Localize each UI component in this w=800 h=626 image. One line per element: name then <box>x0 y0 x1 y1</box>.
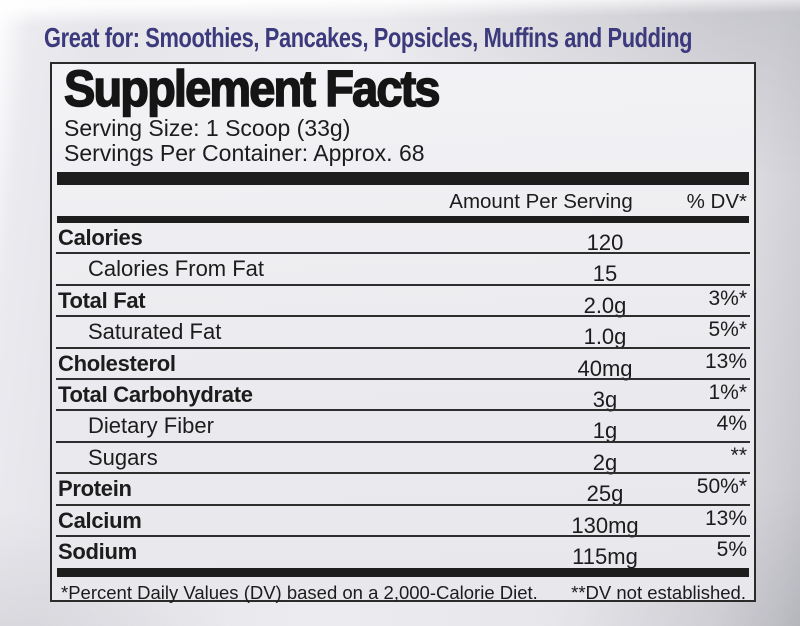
nutrient-row-cholesterol: Cholesterol 40mg 13% <box>52 349 754 381</box>
footnote-row: *Percent Daily Values (DV) based on a 2,… <box>52 577 754 604</box>
nutrient-dv: 13% <box>704 506 747 530</box>
nutrient-amount: 2g <box>592 449 618 475</box>
divider-bar-medium <box>57 216 749 223</box>
nutrient-label: Total Carbohydrate <box>58 381 253 407</box>
nutrient-dv: 3%* <box>708 286 747 310</box>
nutrient-row-saturated-fat: Saturated Fat 1.0g 5%* <box>52 317 754 350</box>
nutrient-label: Saturated Fat <box>88 319 222 345</box>
nutrient-row-dietary-fiber: Dietary Fiber 1g 4% <box>52 411 754 444</box>
nutrient-label: Protein <box>58 476 132 502</box>
dv-footnote: *Percent Daily Values (DV) based on a 2,… <box>61 582 538 604</box>
not-established-footnote: **DV not established. <box>571 582 746 604</box>
nutrient-row-sugars: Sugars 2g ** <box>52 443 754 475</box>
nutrient-row-sodium: Sodium 115mg 5% <box>52 537 754 569</box>
nutrient-row-total-fat: Total Fat 2.0g 3%* <box>52 286 754 318</box>
nutrient-amount: 40mg <box>577 355 633 381</box>
servings-per-container: Servings Per Container: Approx. 68 <box>64 140 425 166</box>
nutrient-dv: 5%* <box>708 318 747 342</box>
nutrient-label: Calcium <box>58 507 142 533</box>
nutrient-label: Sugars <box>88 444 158 470</box>
amount-per-serving-header: Amount Per Serving <box>449 190 633 213</box>
divider-bar-thick-bottom <box>57 568 749 578</box>
nutrient-row-calories: Calories 120 <box>52 223 754 255</box>
nutrient-dv: 4% <box>716 412 747 436</box>
nutrient-label: Sodium <box>58 538 137 564</box>
nutrient-label: Total Fat <box>58 287 146 313</box>
nutrient-amount: 1.0g <box>583 324 627 350</box>
nutrient-dv: 1%* <box>708 380 747 404</box>
nutrient-row-protein: Protein 25g 50%* <box>52 474 754 507</box>
nutrient-dv: 13% <box>704 349 747 373</box>
nutrient-dv: ** <box>730 443 747 467</box>
nutrient-amount: 1g <box>592 418 618 444</box>
nutrient-row-total-carbohydrate: Total Carbohydrate 3g 1%* <box>52 380 754 412</box>
panel-title: Supplement Facts <box>63 60 441 117</box>
nutrient-amount: 130mg <box>571 512 639 538</box>
serving-size: Serving Size: 1 Scoop (33g) <box>64 115 351 141</box>
nutrient-row-calcium: Calcium 130mg 13% <box>52 506 754 538</box>
divider-bar-thick-top <box>57 172 749 185</box>
nutrient-dv: 50%* <box>696 475 747 499</box>
nutrient-amount: 2.0g <box>583 292 627 318</box>
nutrient-label: Dietary Fiber <box>88 413 214 439</box>
supplement-facts-panel: Supplement Facts Serving Size: 1 Scoop (… <box>50 60 756 604</box>
table-header-row: Amount Per Serving % DV* <box>52 185 754 216</box>
nutrient-amount: 115mg <box>572 543 638 569</box>
percent-dv-header: % DV* <box>686 190 747 213</box>
nutrient-label: Calories From Fat <box>88 256 265 282</box>
nutrient-amount: 120 <box>586 230 624 255</box>
product-tagline: Great for: Smoothies, Pancakes, Popsicle… <box>44 22 693 53</box>
nutrient-amount: 25g <box>586 481 624 507</box>
nutrient-row-calories-from-fat: Calories From Fat 15 <box>52 254 754 287</box>
nutrient-dv: 5% <box>716 537 747 561</box>
nutrient-amount: 15 <box>592 261 618 287</box>
nutrient-label: Calories <box>58 225 143 250</box>
nutrient-amount: 3g <box>592 386 618 412</box>
nutrient-label: Cholesterol <box>58 350 176 376</box>
